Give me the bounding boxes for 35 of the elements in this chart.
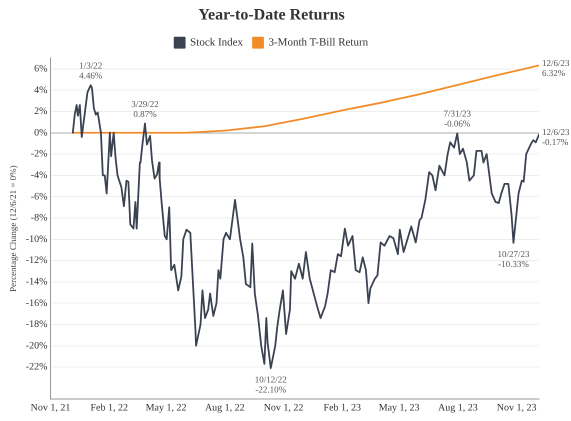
y-tick-label: -4% — [30, 170, 48, 181]
annotation: 3/29/22 0.87% — [131, 98, 159, 119]
y-tick-label: -20% — [26, 340, 48, 352]
annotation: 1/3/22 4.46% — [79, 60, 103, 81]
x-tick-label: May 1, 22 — [146, 402, 186, 414]
x-tick-label: Nov 1, 21 — [30, 402, 70, 414]
annotation: 7/31/23 -0.06% — [444, 108, 472, 129]
y-axis-title: Percentage Change (12/6/21 = 0%) — [8, 165, 18, 292]
y-tick-label: -2% — [30, 148, 48, 160]
y-tick-label: -8% — [30, 212, 48, 224]
y-tick-label: -10% — [26, 234, 48, 245]
x-tick-label: Aug 1, 23 — [438, 402, 478, 414]
x-tick-label: Nov 1, 22 — [264, 402, 304, 414]
y-tick-label: -22% — [26, 362, 48, 373]
annotation: 10/12/22 -22.10% — [254, 374, 287, 394]
legend-label: 3-Month T-Bill Return — [268, 36, 369, 49]
y-tick-label: -16% — [26, 298, 48, 309]
x-tick-label: Feb 1, 23 — [324, 402, 362, 414]
x-tick-label: May 1, 23 — [378, 402, 420, 414]
y-tick-label: 6% — [34, 63, 48, 74]
y-tick-label: -18% — [26, 319, 48, 330]
x-tick-label: Nov 1, 23 — [496, 402, 537, 414]
y-tick-label: -14% — [26, 276, 48, 288]
y-tick-label: -6% — [30, 191, 48, 202]
y-tick-label: 2% — [34, 106, 48, 118]
x-tick-label: Feb 1, 22 — [90, 402, 128, 414]
legend-label: Stock Index — [190, 36, 244, 49]
annotation: 10/27/23 -10.33% — [497, 249, 530, 270]
x-tick-label: Aug 1, 22 — [204, 402, 245, 414]
annotation: 12/6/23 -0.17% — [542, 126, 570, 147]
chart-title: Year-to-Date Returns — [198, 6, 345, 24]
y-tick-label: 0% — [34, 127, 48, 138]
annotation: 12/6/23 6.32% — [542, 58, 570, 78]
y-tick-label: -12% — [26, 255, 48, 266]
y-tick-label: 4% — [34, 84, 48, 96]
